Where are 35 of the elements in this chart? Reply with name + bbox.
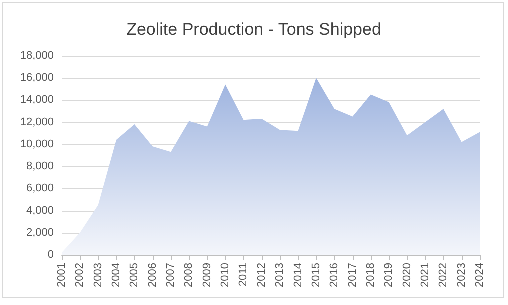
x-tick-label: 2007 (165, 263, 178, 288)
y-tick-label: 18,000 (20, 50, 54, 62)
x-tick-label: 2015 (310, 263, 322, 288)
x-tick-label: 2009 (201, 263, 214, 288)
y-tick-label: 10,000 (20, 138, 54, 150)
chart-title: Zeolite Production - Tons Shipped (126, 20, 382, 39)
x-tick-label: 2013 (274, 263, 286, 288)
x-tick-label: 2021 (419, 263, 432, 288)
x-tick-label: 2010 (220, 263, 232, 288)
x-tick-label: 2017 (346, 263, 359, 288)
y-tick-label: 14,000 (20, 94, 54, 106)
x-tick-label: 2018 (364, 263, 377, 288)
x-tick-label: 2012 (256, 263, 268, 288)
x-tick-label: 2005 (128, 263, 141, 288)
y-tick-label: 12,000 (20, 116, 54, 128)
x-tick-label: 2011 (238, 263, 250, 287)
y-tick-label: 2,000 (26, 226, 54, 239)
x-tick-label: 2019 (383, 263, 396, 288)
x-tick-label: 2003 (92, 263, 104, 288)
x-tick-label: 2002 (74, 263, 86, 288)
x-tick-label: 2022 (438, 263, 450, 288)
y-tick-label: 4,000 (26, 204, 54, 217)
x-tick-label: 2001 (56, 263, 68, 288)
x-tick-label: 2008 (183, 263, 196, 288)
x-tick-label: 2004 (110, 263, 123, 288)
x-tick-label: 2020 (401, 263, 414, 288)
x-tick-label: 2024 (474, 263, 486, 288)
y-tick-label: 16,000 (20, 72, 54, 84)
x-tick-label: 2014 (292, 263, 304, 288)
y-tick-label: 8,000 (26, 160, 54, 173)
x-tick-label: 2016 (328, 263, 341, 288)
x-tick-label: 2023 (456, 263, 468, 288)
x-tick-label: 2006 (146, 263, 159, 288)
y-tick-label: 0 (48, 249, 54, 261)
y-tick-label: 6,000 (26, 182, 54, 195)
